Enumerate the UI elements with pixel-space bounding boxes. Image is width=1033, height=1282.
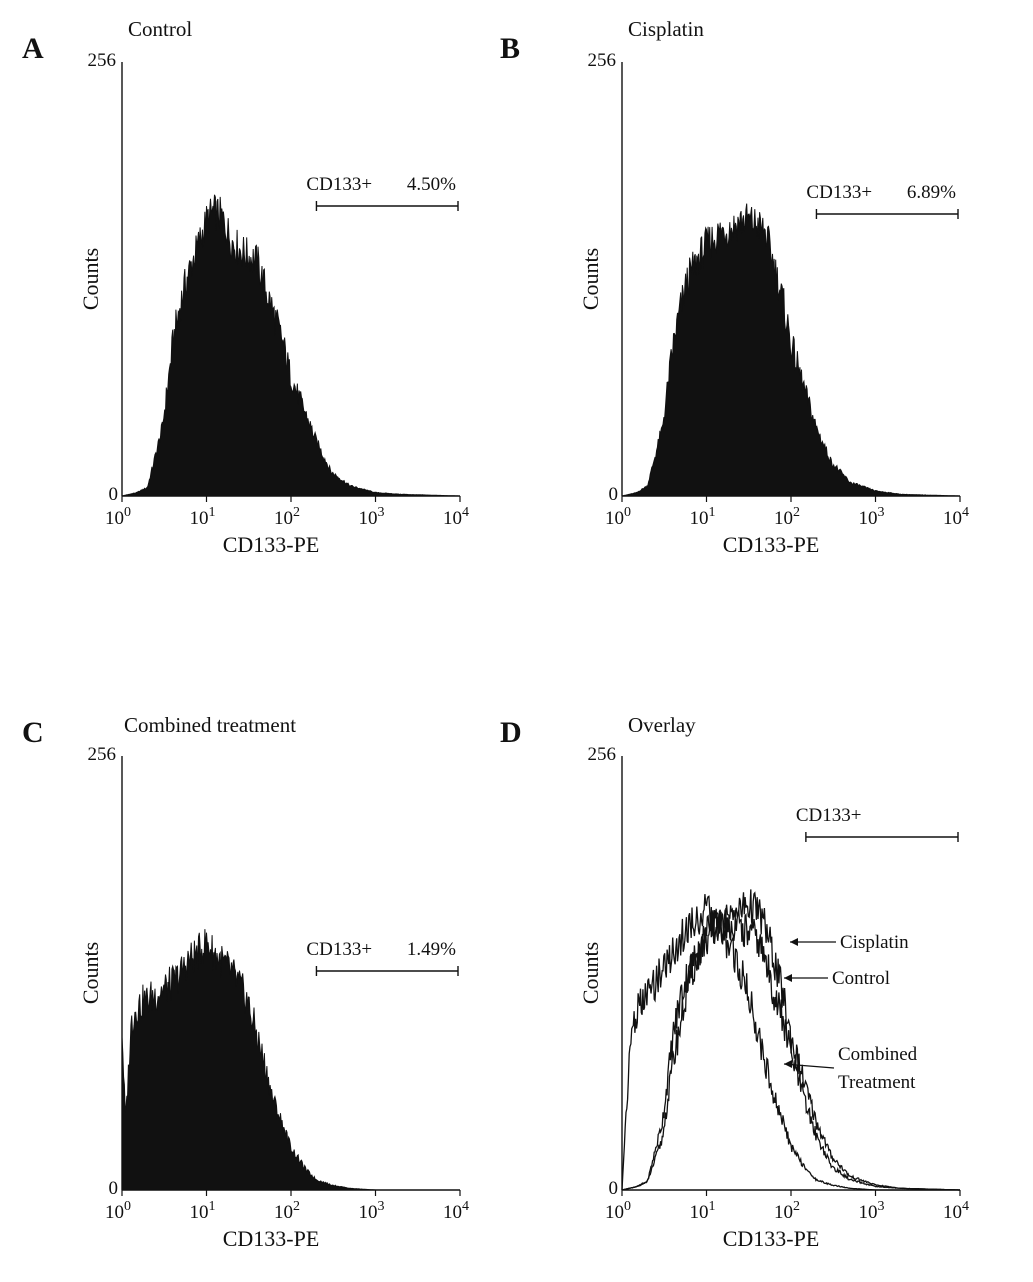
chart-panel-a: A Control 0 256 100 101 102 103 104 CD133-PE Cou… — [22, 17, 469, 557]
panel-title: Overlay — [628, 713, 696, 737]
gate-percent: 1.49% — [407, 939, 456, 960]
x-tick-label: 100 — [105, 1199, 131, 1223]
x-tick-label: 101 — [190, 505, 216, 529]
x-tick-label: 103 — [859, 1199, 885, 1223]
x-tick-label: 102 — [774, 1199, 800, 1223]
x-tick-label: 104 — [443, 505, 469, 529]
panel-letter: D — [500, 716, 522, 749]
y-axis-label: Counts — [78, 942, 103, 1004]
gate-percent: 6.89% — [907, 182, 956, 203]
x-tick-label: 103 — [859, 505, 885, 529]
panel-b: B Cisplatin 0 256 100 101 102 103 104 CD133-PE C… — [500, 0, 1016, 620]
panel-c: C Combined treatment 0 256 100 101 102 103 104… — [0, 694, 516, 1277]
plot-area: 0 256 100 101 102 103 104 CD133-PE Counts CD133+ 4… — [78, 50, 469, 557]
plot-area: 0 256 100 101 102 103 104 CD133-PE Counts CD133+ 1… — [78, 744, 469, 1251]
annotation-arrow-head — [784, 974, 792, 982]
panel-title: Combined treatment — [124, 713, 296, 737]
y-tick-label: 256 — [588, 50, 617, 71]
panel-title: Cisplatin — [628, 17, 704, 41]
y-axis-label: Counts — [78, 248, 103, 310]
y-axis-label: Counts — [578, 248, 603, 310]
y-tick-label: 0 — [609, 484, 619, 505]
plot-area: 0 256 100 101 102 103 104 CD133-PE Counts CD133+ C… — [578, 744, 969, 1251]
x-tick-label: 104 — [443, 1199, 469, 1223]
panel-letter: B — [500, 32, 520, 65]
x-tick-label: 100 — [605, 1199, 631, 1223]
annotation-arrow-head — [790, 938, 798, 946]
chart-panel-d: D Overlay 0 256 100 101 102 103 104 CD133-PE Cou… — [500, 713, 969, 1251]
panel-a: A Control 0 256 100 101 102 103 104 CD133-PE Cou… — [0, 0, 516, 620]
gate-label: CD133+ — [806, 182, 872, 203]
x-tick-label: 100 — [105, 505, 131, 529]
x-tick-label: 102 — [274, 505, 300, 529]
histogram-line-control — [621, 904, 960, 1191]
x-tick-label: 101 — [690, 1199, 716, 1223]
x-axis-label: CD133-PE — [723, 1226, 820, 1251]
annotation-arrow-line — [783, 1063, 835, 1069]
chart-panel-b: B Cisplatin 0 256 100 101 102 103 104 CD133-PE C… — [500, 17, 969, 557]
gate-label: CD133+ — [796, 805, 862, 826]
chart-panel-c: C Combined treatment 0 256 100 101 102 103 104… — [22, 713, 469, 1251]
histogram-series-combined-treatment — [121, 929, 460, 1191]
annotation-label: Treatment — [838, 1072, 916, 1093]
x-axis-label: CD133-PE — [723, 532, 820, 557]
annotation-label: Cisplatin — [840, 932, 909, 953]
gate-label: CD133+ — [306, 174, 372, 195]
x-tick-label: 104 — [943, 505, 969, 529]
y-tick-label: 256 — [588, 744, 617, 765]
gate-percent: 4.50% — [407, 174, 456, 195]
y-tick-label: 256 — [88, 50, 117, 71]
panel-title: Control — [128, 17, 192, 41]
panel-d: D Overlay 0 256 100 101 102 103 104 CD133-PE Cou… — [500, 694, 1016, 1277]
gate-label: CD133+ — [306, 939, 372, 960]
x-axis-label: CD133-PE — [223, 532, 320, 557]
annotation-label: Combined — [838, 1044, 918, 1065]
x-tick-label: 103 — [359, 1199, 385, 1223]
histogram-series-control — [121, 194, 460, 497]
x-tick-label: 101 — [690, 505, 716, 529]
x-tick-label: 104 — [943, 1199, 969, 1223]
x-axis-label: CD133-PE — [223, 1226, 320, 1251]
histogram-series-cisplatin — [621, 203, 960, 497]
y-tick-label: 0 — [609, 1178, 619, 1199]
panel-letter: C — [22, 716, 44, 749]
y-axis-label: Counts — [578, 942, 603, 1004]
annotation-label: Control — [832, 968, 890, 989]
x-tick-label: 103 — [359, 505, 385, 529]
x-tick-label: 102 — [274, 1199, 300, 1223]
y-tick-label: 0 — [109, 1178, 119, 1199]
y-tick-label: 0 — [109, 484, 119, 505]
x-tick-label: 102 — [774, 505, 800, 529]
x-tick-label: 100 — [605, 505, 631, 529]
x-tick-label: 101 — [190, 1199, 216, 1223]
plot-area: 0 256 100 101 102 103 104 CD133-PE Counts CD133+ 6… — [578, 50, 969, 557]
y-tick-label: 256 — [88, 744, 117, 765]
panel-letter: A — [22, 32, 44, 65]
annotation-arrow-head — [784, 1060, 792, 1068]
